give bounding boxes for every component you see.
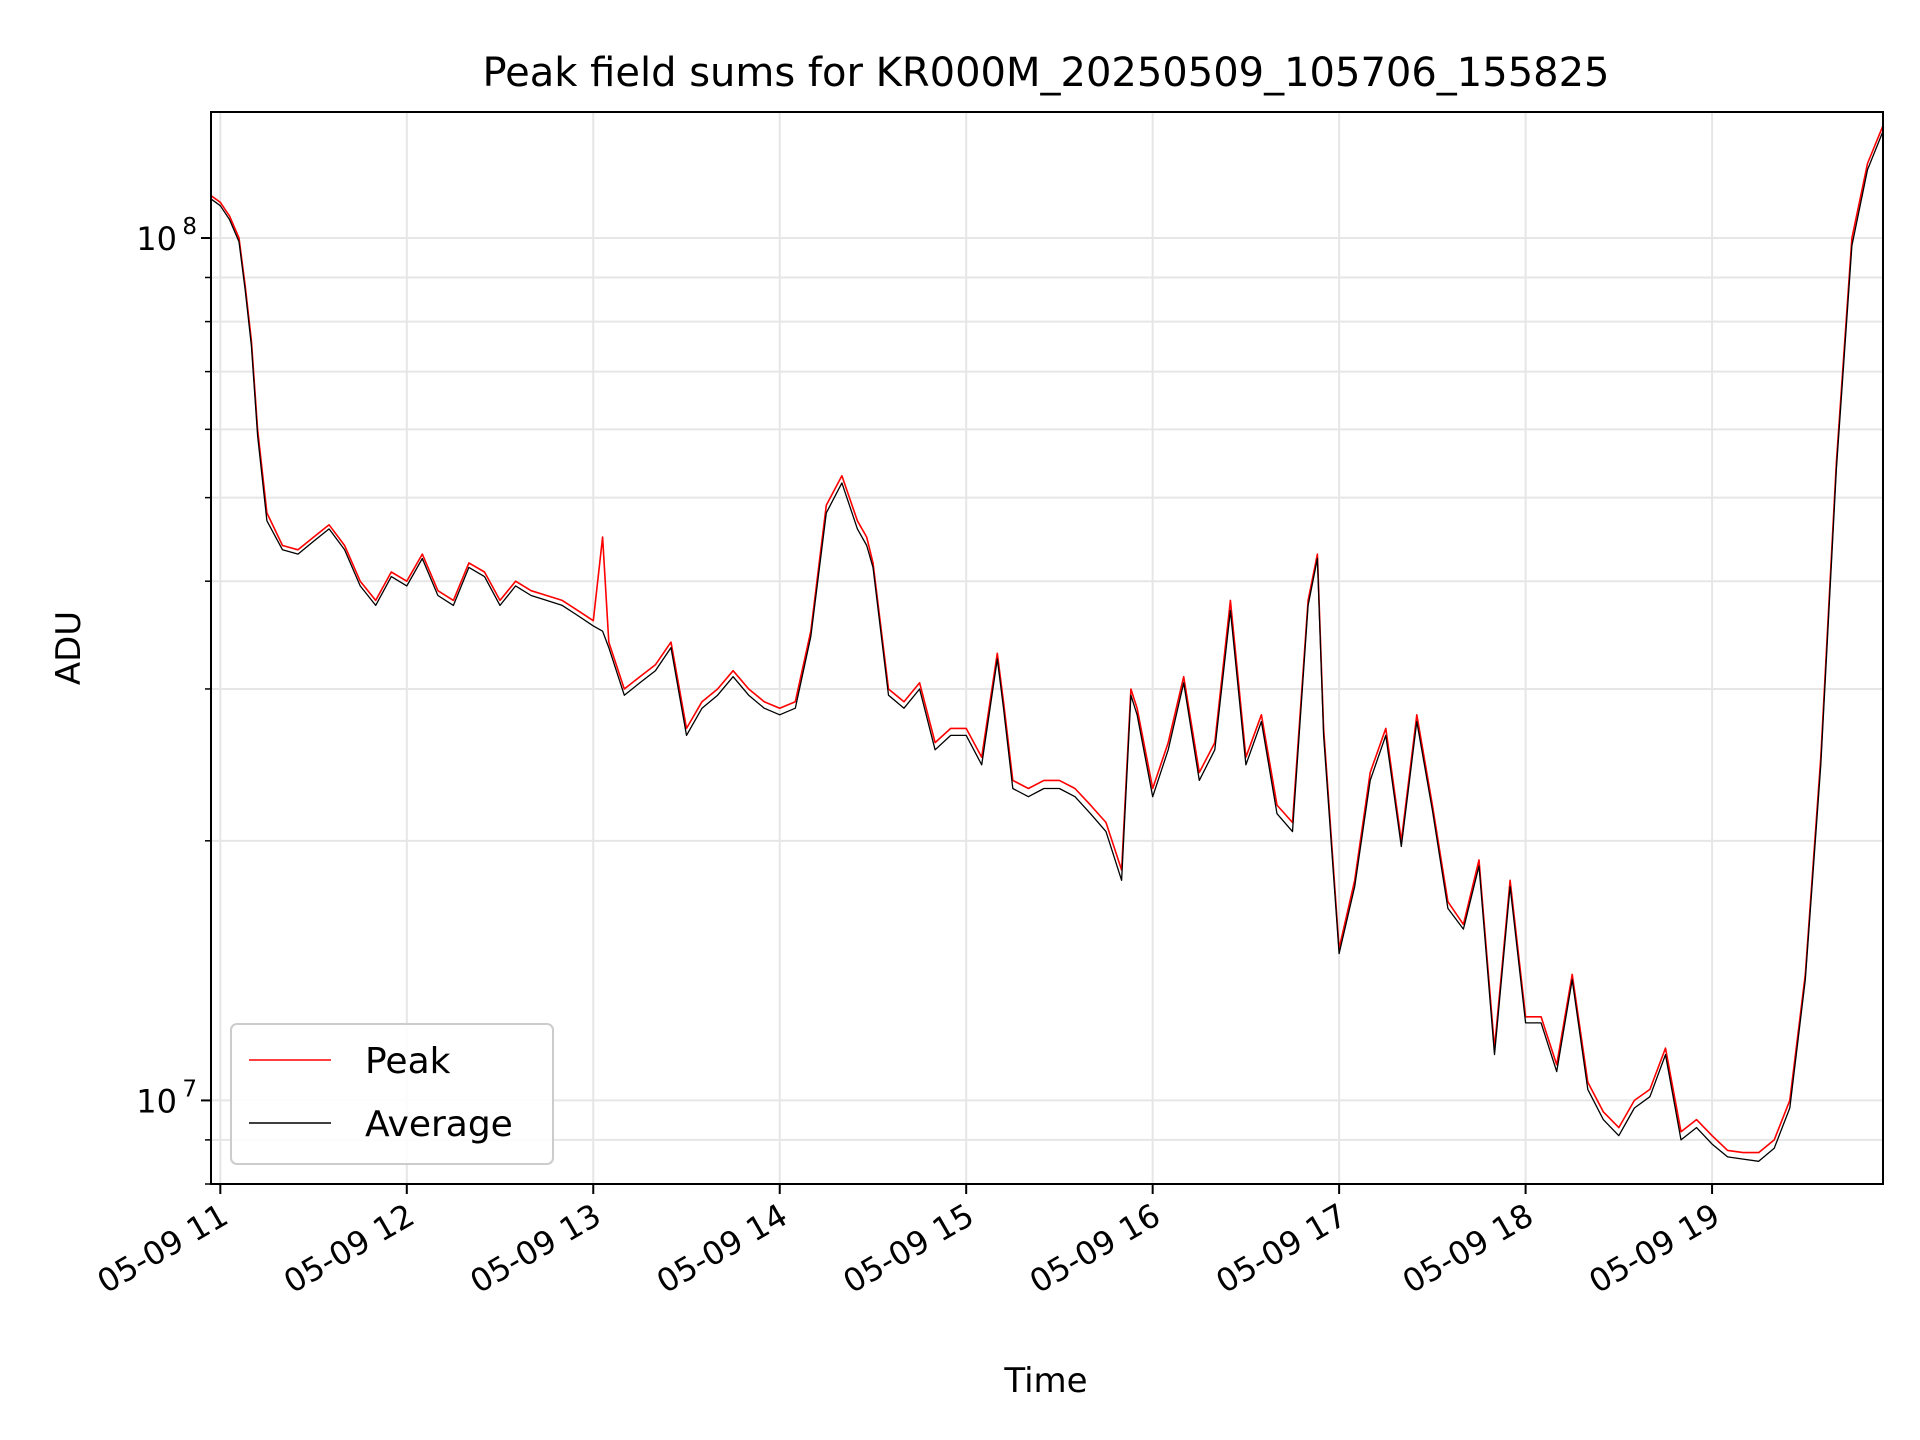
chart-title: Peak field sums for KR000M_20250509_1057… bbox=[482, 50, 1609, 96]
series-line-peak bbox=[211, 125, 1883, 1154]
legend: Peak Average bbox=[230, 1023, 554, 1165]
series-line-average bbox=[211, 130, 1883, 1162]
y-tick-label: 10 bbox=[136, 1082, 177, 1120]
legend-label-average: Average bbox=[365, 1104, 513, 1145]
y-tick-exponent: 8 bbox=[182, 214, 197, 240]
y-tick-label: 10 bbox=[136, 220, 177, 258]
plot-frame bbox=[210, 111, 1884, 1185]
legend-label-peak: Peak bbox=[365, 1041, 451, 1082]
y-tick-exponent: 7 bbox=[182, 1076, 197, 1102]
x-axis-label: Time bbox=[1003, 1361, 1087, 1401]
legend-box bbox=[230, 1023, 554, 1165]
series-layer bbox=[211, 125, 1883, 1162]
y-axis-label: ADU bbox=[49, 611, 89, 685]
